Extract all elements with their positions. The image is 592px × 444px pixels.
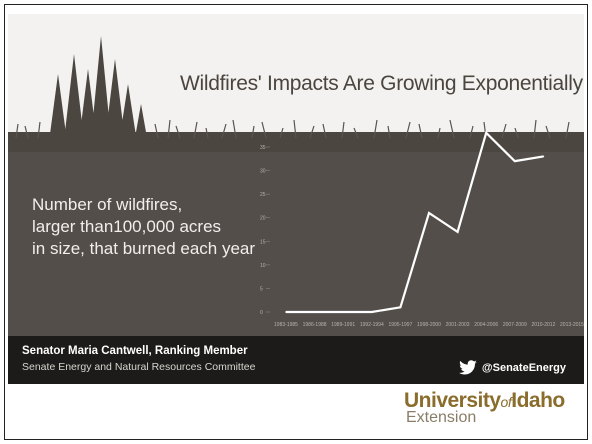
y-tick-label: 15 bbox=[260, 239, 266, 245]
logo-word-university: University bbox=[404, 389, 501, 412]
senator-name: Senator Maria Cantwell, Ranking Member bbox=[22, 345, 248, 357]
slide: Wildfires' Impacts Are Growing Exponenti… bbox=[8, 14, 584, 384]
forest-silhouette bbox=[8, 36, 584, 152]
y-tick-label: 10 bbox=[260, 263, 266, 269]
y-tick-label: 25 bbox=[260, 192, 266, 198]
data-point bbox=[285, 311, 287, 313]
twitter-bird-icon bbox=[459, 360, 477, 375]
y-tick-label: 0 bbox=[260, 310, 263, 316]
y-tick-label: 5 bbox=[260, 286, 263, 292]
chart-subtitle: Number of wildfires, larger than100,000 … bbox=[32, 194, 262, 260]
x-tick-label: 1989-1991 bbox=[331, 322, 355, 328]
y-tick-label: 30 bbox=[260, 169, 266, 175]
y-tick-label: 20 bbox=[260, 216, 266, 222]
data-point bbox=[514, 160, 516, 162]
x-tick-label: 2004-2006 bbox=[474, 322, 498, 328]
twitter-handle: @SenateEnergy bbox=[458, 360, 566, 376]
data-point bbox=[428, 212, 430, 214]
slide-footer: Senator Maria Cantwell, Ranking Member S… bbox=[8, 336, 584, 384]
logo-university: UniversityofIdaho bbox=[404, 390, 565, 411]
series-line bbox=[286, 130, 544, 314]
chart-title: Wildfires' Impacts Are Growing Exponenti… bbox=[180, 72, 583, 95]
x-tick-label: 1998-2000 bbox=[417, 322, 441, 328]
data-point bbox=[542, 155, 545, 158]
data-point bbox=[485, 132, 488, 134]
subtitle-line-1: Number of wildfires, bbox=[32, 195, 183, 214]
data-point bbox=[399, 306, 402, 309]
x-tick-label: 1995-1997 bbox=[388, 322, 412, 328]
twitter-handle-text: @SenateEnergy bbox=[481, 362, 566, 374]
subtitle-line-2: larger than100,000 acres bbox=[32, 217, 222, 236]
logo-extension: Extension bbox=[406, 409, 477, 426]
x-tick-label: 1986-1988 bbox=[303, 322, 327, 328]
university-logo: UniversityofIdaho Extension bbox=[404, 390, 565, 426]
y-tick-label: 35 bbox=[260, 145, 266, 151]
x-tick-label: 1983-1985 bbox=[274, 322, 298, 328]
line-chart: 0 5 10 15 20 25 30 35 1983-1985 1986-1988 1989-199… bbox=[260, 130, 584, 328]
subtitle-line-3: in size, that burned each year bbox=[32, 239, 256, 258]
committee-name: Senate Energy and Natural Resources Comm… bbox=[22, 361, 256, 373]
x-tick-label: 2001-2003 bbox=[446, 322, 470, 328]
data-point bbox=[342, 311, 345, 313]
x-tick-label: 2013-2015 bbox=[560, 322, 584, 328]
x-tick-label: 2010-2012 bbox=[531, 322, 555, 328]
x-tick-label: 1992-1994 bbox=[360, 322, 384, 328]
x-tick-label: 2007-2009 bbox=[503, 322, 527, 328]
data-point bbox=[456, 231, 459, 233]
data-point bbox=[371, 311, 373, 313]
logo-word-idaho: Idaho bbox=[511, 389, 565, 412]
logo-word-of: of bbox=[500, 394, 512, 410]
data-point bbox=[313, 311, 316, 313]
